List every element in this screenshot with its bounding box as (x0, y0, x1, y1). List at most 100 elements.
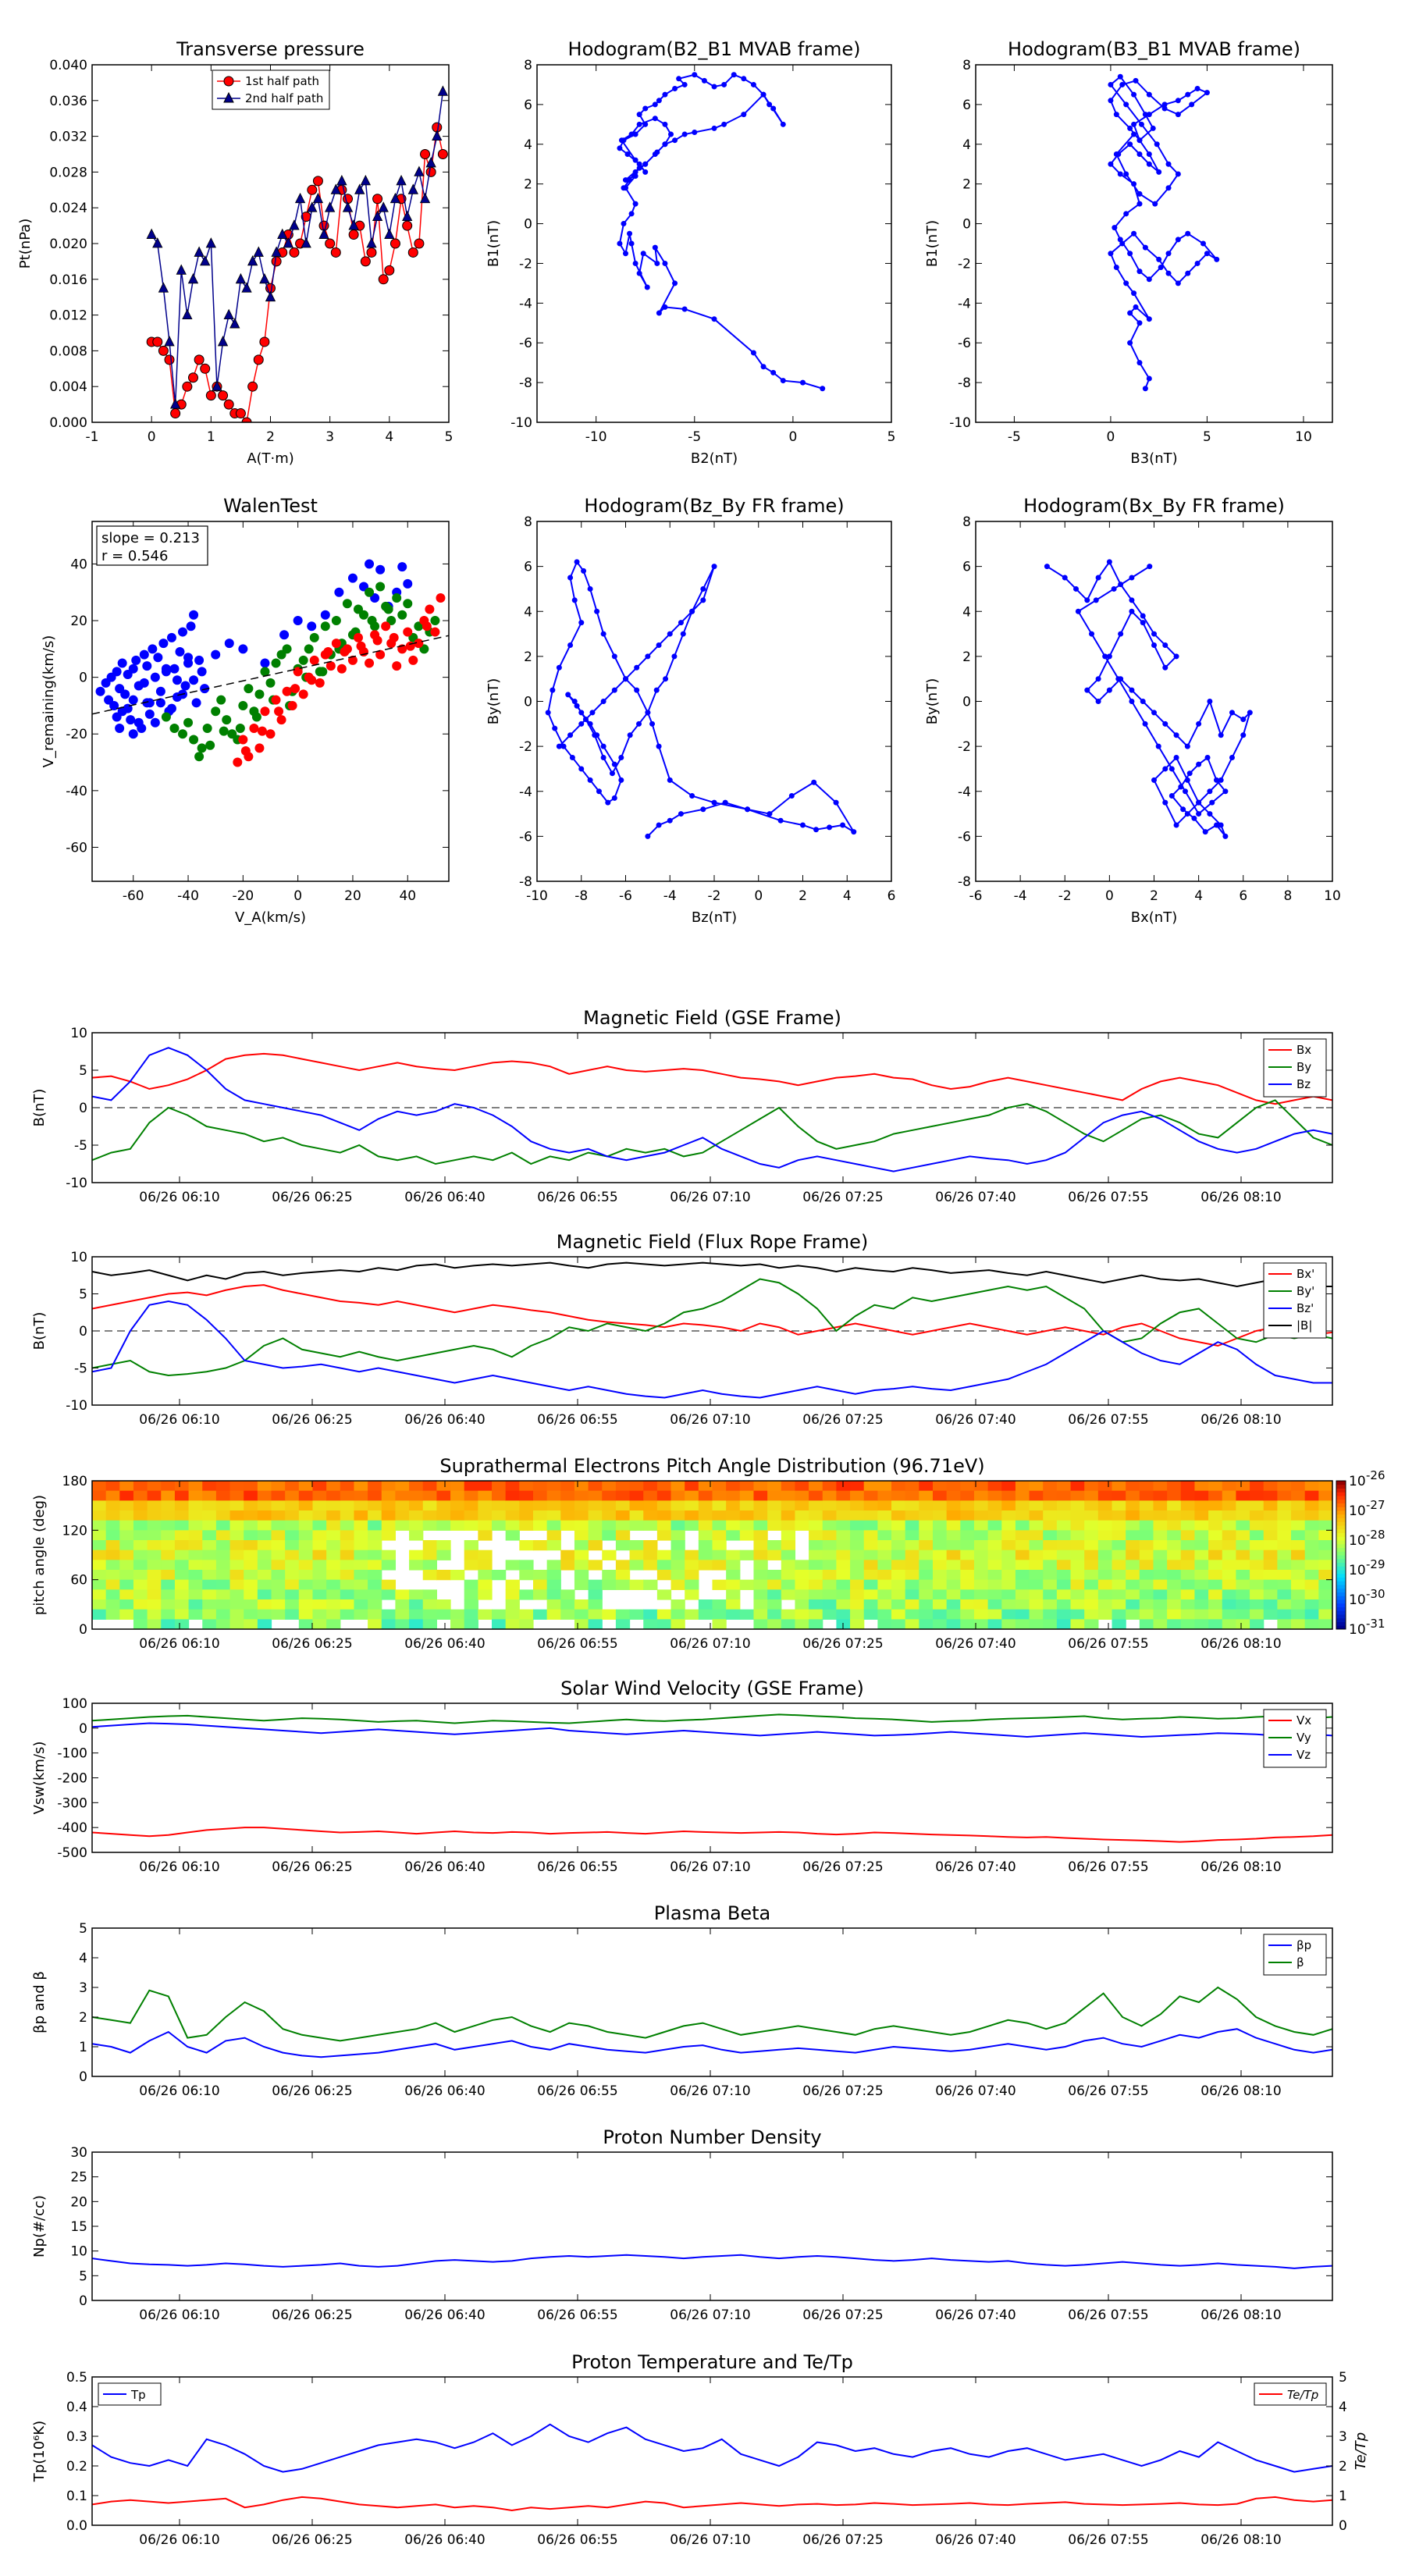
heatmap-cell (161, 1589, 176, 1600)
colorbar-exponent: -30 (1366, 1587, 1385, 1601)
heatmap-cell (312, 1540, 327, 1551)
heatmap-cell (726, 1481, 741, 1492)
heatmap-cell (1263, 1540, 1278, 1551)
heatmap-cell (973, 1520, 989, 1531)
heatmap-cell (919, 1500, 934, 1511)
heatmap-cell (1139, 1550, 1154, 1560)
heatmap-cell (285, 1500, 300, 1511)
heatmap-cell (381, 1510, 397, 1521)
heatmap-cell (492, 1510, 507, 1521)
heatmap-cell (1277, 1599, 1292, 1610)
data-point (293, 616, 303, 626)
heatmap-cell (147, 1500, 162, 1511)
heatmap-cell (891, 1510, 906, 1521)
data-point (1214, 256, 1220, 262)
x-tick-label: 20 (344, 888, 361, 904)
data-point (721, 121, 727, 127)
data-point (1207, 811, 1213, 817)
axes-frame-tp (91, 64, 450, 423)
colorbar-segment (1336, 1581, 1346, 1585)
data-point (437, 149, 448, 159)
heatmap-cell (409, 1520, 424, 1531)
heatmap-cell (656, 1481, 672, 1492)
heatmap-cell (739, 1530, 755, 1541)
heatmap-cell (877, 1550, 892, 1560)
heatmap-cell (670, 1520, 685, 1531)
heatmap-cell (1250, 1500, 1264, 1511)
heatmap-cell (409, 1550, 424, 1560)
x-tick-label: 06/26 07:10 (670, 2307, 750, 2323)
plot-area-h1 (617, 72, 826, 392)
heatmap-cell (1153, 1570, 1168, 1581)
data-point (271, 695, 281, 705)
heatmap-cell (946, 1510, 961, 1521)
data-point (1146, 112, 1152, 118)
data-point (565, 692, 571, 698)
heatmap-cell (133, 1589, 148, 1600)
heatmap-cell (1056, 1510, 1072, 1521)
data-point (1106, 653, 1112, 660)
data-point (1127, 141, 1133, 148)
data-point (425, 604, 435, 614)
heatmap-cell (478, 1510, 493, 1521)
heatmap-cell (244, 1579, 258, 1590)
data-point (158, 639, 169, 649)
plot-area-bgse (92, 1047, 1332, 1172)
heatmap-cell (1070, 1481, 1085, 1492)
x-tick-label: 06/26 06:25 (272, 2307, 352, 2323)
data-point (307, 675, 317, 685)
series-line-|B| (92, 1261, 1332, 1288)
heatmap-cell (1277, 1481, 1292, 1492)
heatmap-cell (932, 1490, 948, 1501)
data-point (202, 723, 212, 733)
heatmap-cell (147, 1550, 162, 1560)
data-point (770, 369, 777, 375)
y2-tick-label: 5 (1339, 2370, 1347, 2386)
data-point (574, 559, 580, 565)
data-point (1119, 81, 1126, 87)
data-point (1152, 201, 1158, 207)
heatmap-cell (298, 1530, 314, 1541)
data-point (780, 378, 786, 384)
heatmap-cell (1236, 1530, 1250, 1541)
heatmap-cell (712, 1530, 727, 1541)
data-point (750, 350, 756, 356)
x-tick-label: 0 (293, 888, 302, 904)
data-point (315, 678, 325, 688)
data-point (770, 105, 777, 112)
panel-title-tp: Transverse pressure (176, 38, 365, 60)
heatmap-cell (133, 1540, 148, 1551)
heatmap-cell (973, 1530, 989, 1541)
heatmap-cell (891, 1589, 906, 1600)
heatmap-cell (271, 1550, 286, 1560)
heatmap-cell (1139, 1530, 1154, 1541)
heatmap-cell (1070, 1530, 1085, 1541)
y-tick-label: 0.004 (49, 379, 87, 395)
heatmap-cell (1263, 1520, 1278, 1531)
data-point (240, 746, 251, 756)
heatmap-cell (946, 1490, 961, 1501)
heatmap-cell (1291, 1560, 1306, 1571)
heatmap-cell (422, 1560, 437, 1571)
series-line-Np (92, 2254, 1332, 2269)
data-point (1156, 169, 1162, 175)
heatmap-cell (1222, 1540, 1237, 1551)
data-point (1156, 256, 1162, 262)
heatmap-cell (1001, 1579, 1016, 1590)
heatmap-cell (298, 1481, 314, 1492)
heatmap-cell (712, 1619, 727, 1629)
heatmap-cell (574, 1490, 589, 1501)
data-point (172, 675, 182, 685)
data-point (1129, 575, 1135, 581)
heatmap-cell (1318, 1589, 1332, 1600)
heatmap-cell (656, 1570, 672, 1581)
heatmap-cell (395, 1609, 410, 1620)
data-point (663, 676, 669, 682)
heatmap-cell (1208, 1500, 1223, 1511)
heatmap-cell (656, 1500, 672, 1511)
x-tick-label: 06/26 06:40 (404, 1412, 485, 1428)
y-tick-label: 120 (62, 1523, 87, 1539)
heatmap-cell (285, 1530, 300, 1541)
heatmap-cell (1167, 1500, 1182, 1511)
x-tick-label: -20 (232, 888, 254, 904)
